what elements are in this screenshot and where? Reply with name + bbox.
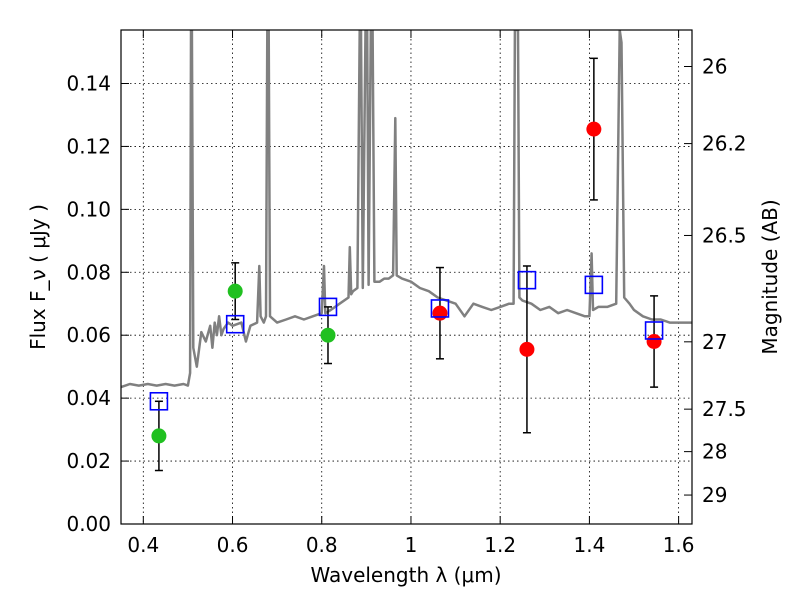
plot-area	[121, 30, 692, 472]
y-tick-label: 0.08	[66, 260, 111, 284]
x-tick-label: 0.8	[306, 533, 338, 557]
plot-frame	[120, 29, 693, 525]
x-tick-label: 1.4	[573, 533, 605, 557]
photometry-point	[646, 334, 662, 350]
x-tick-label: 0.6	[217, 533, 249, 557]
photometry-point	[519, 341, 535, 357]
y2-tick-label: 28	[702, 440, 727, 464]
model-flux-square	[318, 297, 338, 317]
y2-tick-label: 26.2	[702, 132, 747, 156]
y-axis-label: Flux F_ν ( μJy )	[26, 204, 50, 350]
x-tick-label: 0.4	[127, 533, 159, 557]
model-flux-square	[644, 321, 664, 340]
axis-ticks: 0.4 0.6 0.8 1 1.2 1.4 1.6 0.00 0.02 0.04 0.06 0.08 0…	[66, 30, 747, 557]
y2-tick-label: 26.5	[702, 223, 747, 247]
model-flux-square	[584, 275, 604, 295]
photometry-point	[151, 428, 167, 444]
photometry-point	[320, 327, 336, 343]
x-tick-label: 1.6	[663, 533, 695, 557]
y-tick-label: 0.10	[66, 197, 111, 221]
grid	[121, 30, 692, 524]
model-flux-square	[430, 299, 450, 318]
model-flux-square	[225, 314, 245, 334]
template-spectrum-line	[121, 30, 692, 389]
model-flux-square	[149, 391, 169, 411]
y2-tick-label: 29	[702, 483, 727, 507]
y-tick-label: 0.06	[66, 323, 111, 347]
y-tick-label: 0.04	[66, 386, 111, 410]
y2-tick-label: 26	[702, 54, 727, 78]
x-axis-label: Wavelength λ (μm)	[310, 563, 501, 587]
x-tick-label: 1	[405, 533, 418, 557]
y2-tick-label: 27	[702, 330, 727, 354]
y2-tick-label: 27.5	[702, 397, 747, 421]
y2-axis-label: Magnitude (AB)	[758, 199, 782, 354]
y-tick-label: 0.00	[66, 512, 111, 536]
photometry-point	[227, 283, 243, 299]
x-tick-label: 1.2	[484, 533, 516, 557]
photometry-point	[586, 121, 602, 137]
model-flux-square	[517, 270, 537, 290]
photometry-point	[432, 305, 448, 321]
y-tick-label: 0.12	[66, 134, 111, 158]
y-tick-label: 0.02	[66, 449, 111, 473]
y-tick-label: 0.14	[66, 71, 111, 95]
